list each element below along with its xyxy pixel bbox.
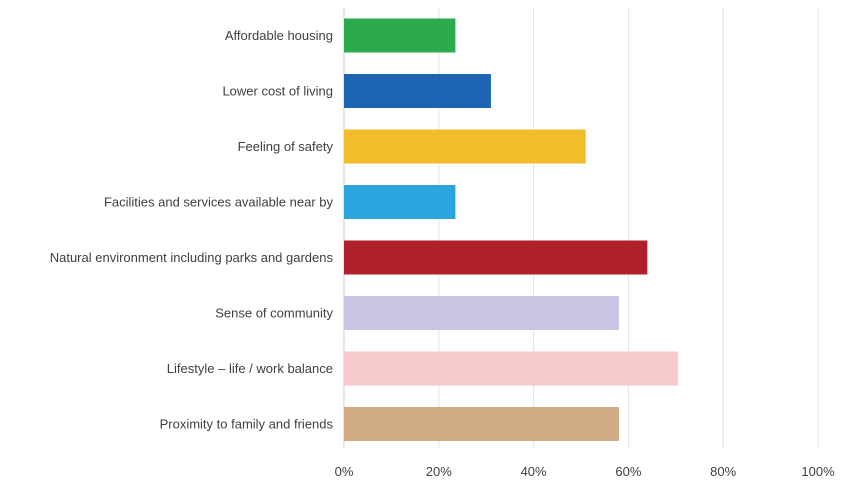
category-label: Natural environment including parks and … bbox=[50, 250, 334, 265]
bar bbox=[344, 407, 619, 441]
bar bbox=[344, 185, 456, 219]
bar bbox=[344, 296, 619, 330]
x-tick-label: 40% bbox=[521, 464, 547, 479]
category-label: Affordable housing bbox=[225, 28, 333, 43]
category-label: Facilities and services available near b… bbox=[104, 195, 334, 210]
bar bbox=[344, 129, 586, 164]
category-label: Lifestyle – life / work balance bbox=[167, 361, 333, 376]
category-label: Sense of community bbox=[215, 306, 333, 321]
bars bbox=[344, 18, 679, 441]
x-tick-label: 60% bbox=[615, 464, 641, 479]
category-labels: Affordable housing Lower cost of living Fe… bbox=[50, 28, 334, 432]
bar bbox=[344, 351, 679, 386]
x-tick-label: 0% bbox=[335, 464, 354, 479]
x-axis-tick-labels: 0% 20% 40% 60% 80% 100% bbox=[335, 464, 835, 479]
category-label: Feeling of safety bbox=[238, 139, 334, 154]
x-tick-label: 80% bbox=[710, 464, 736, 479]
bar bbox=[344, 240, 648, 275]
bar bbox=[344, 74, 491, 108]
bar bbox=[344, 18, 456, 53]
x-tick-label: 100% bbox=[801, 464, 835, 479]
category-label: Lower cost of living bbox=[222, 84, 333, 99]
x-tick-label: 20% bbox=[426, 464, 452, 479]
category-label: Proximity to family and friends bbox=[160, 417, 334, 432]
